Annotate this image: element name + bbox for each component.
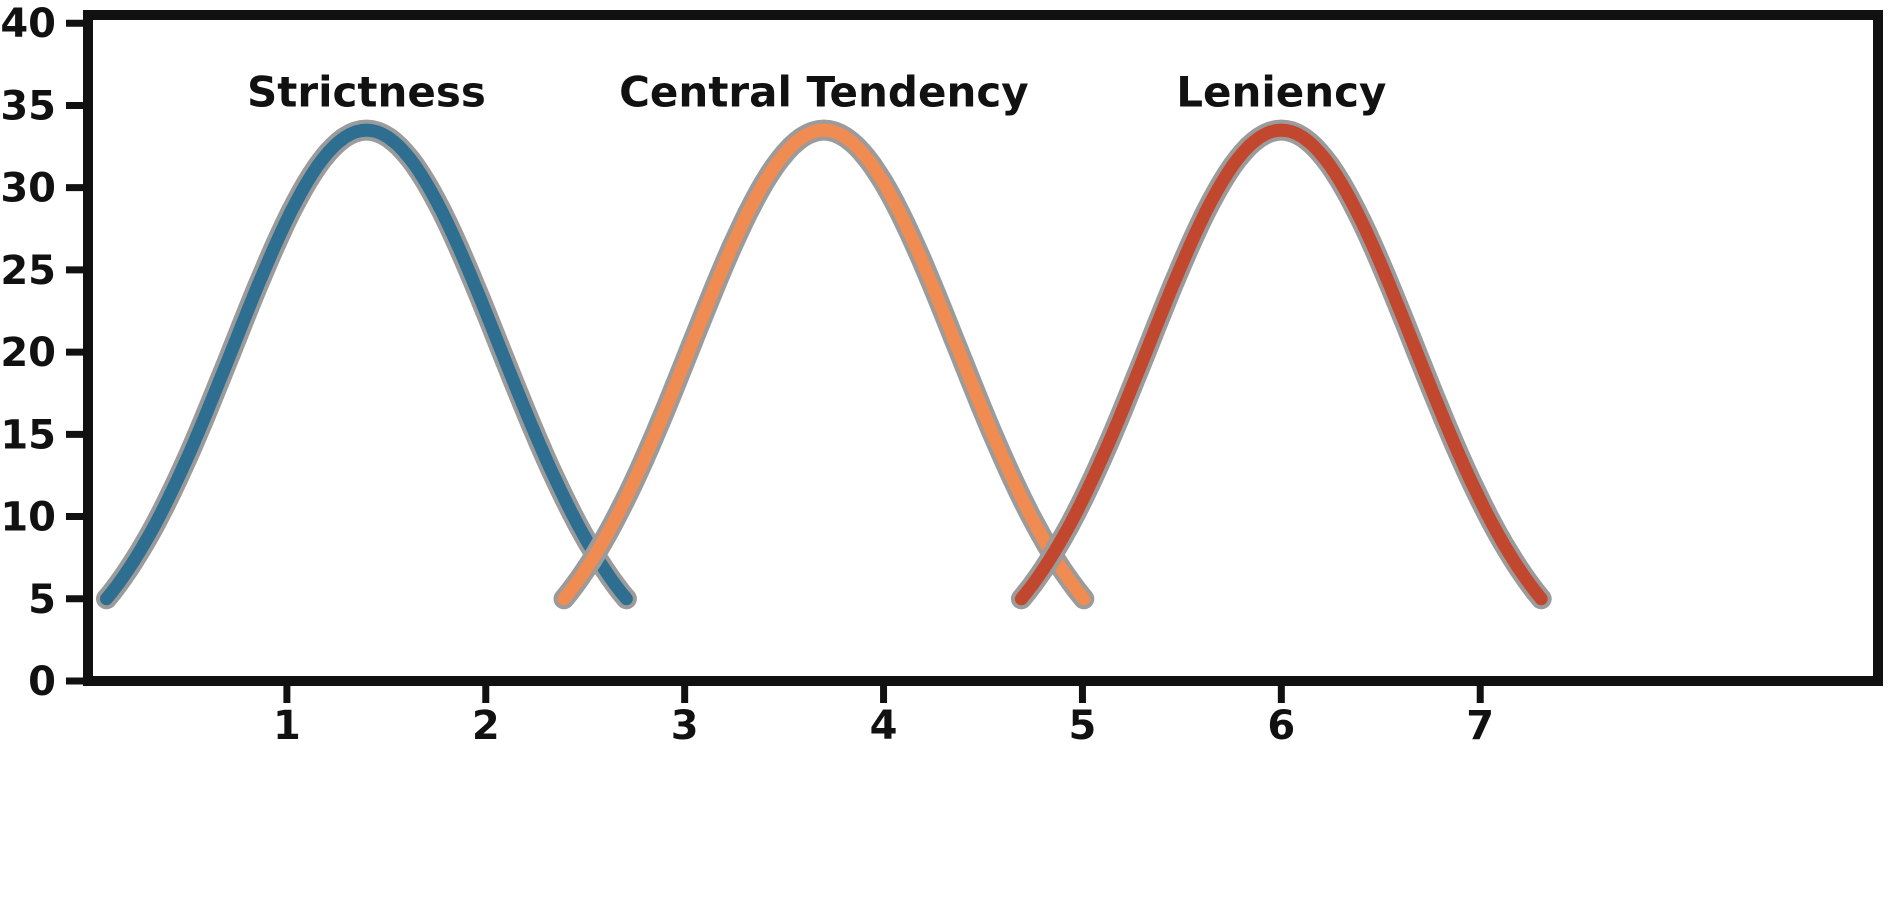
x-tick-label: 3 (671, 703, 699, 749)
y-tick-label: 40 (0, 1, 56, 47)
x-tick-label: 7 (1466, 703, 1494, 749)
x-tick-label: 4 (870, 703, 898, 749)
y-tick-label: 10 (0, 495, 56, 541)
curve-label-leniency: Leniency (1176, 67, 1386, 116)
curve-halo-strictness (96, 119, 637, 610)
y-tick-label: 35 (0, 83, 56, 129)
curve-halo-leniency (1010, 119, 1552, 610)
curve-central-tendency (557, 123, 1091, 606)
y-tick-label: 25 (0, 248, 56, 294)
x-tick-label: 1 (273, 703, 301, 749)
y-tick-label: 30 (0, 166, 56, 212)
curve-leniency (1014, 123, 1548, 606)
y-tick-label: 20 (0, 330, 56, 376)
x-tick-label: 6 (1267, 703, 1295, 749)
plot-frame (83, 10, 1883, 686)
x-tick-label: 2 (472, 703, 500, 749)
y-tick-label: 5 (28, 577, 56, 623)
curve-label-central-tendency: Central Tendency (619, 67, 1029, 116)
curve-strictness (100, 123, 633, 606)
curve-label-strictness: Strictness (247, 67, 486, 116)
y-tick-label: 0 (28, 659, 56, 705)
curve-halo-central-tendency (553, 119, 1095, 610)
x-tick-label: 5 (1069, 703, 1097, 749)
y-tick-label: 15 (0, 412, 56, 458)
